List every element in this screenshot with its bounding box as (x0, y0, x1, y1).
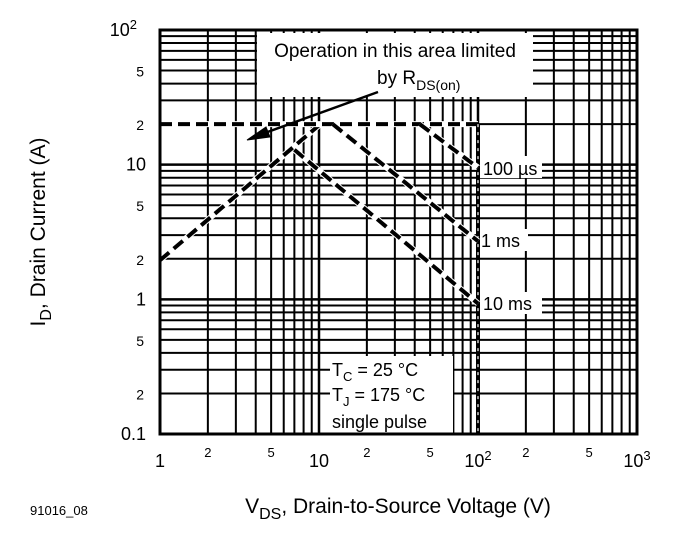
x-tick-label: 2 (204, 445, 211, 460)
y-tick-label: 0.1 (121, 424, 146, 444)
x-tick-label: 5 (586, 445, 593, 460)
arrow-icon (246, 90, 379, 141)
x-tick-label: 1 (155, 451, 165, 471)
x-tick-label: 2 (522, 445, 529, 460)
label-background (330, 356, 453, 433)
x-axis-label: VDS, Drain-to-Source Voltage (V) (245, 495, 551, 523)
x-tick-label: 5 (268, 445, 275, 460)
figure-id: 91016_08 (30, 503, 88, 518)
series-label-1ms: 1 ms (481, 231, 520, 251)
x-tick-label: 103 (623, 448, 650, 471)
x-tick-label: 2 (363, 445, 370, 460)
series-rds-on-limit-halo (158, 121, 323, 263)
y-tick-label: 1 (136, 289, 146, 309)
rds-note-line2: by RDS(on) (377, 68, 460, 93)
y-tick-label: 5 (136, 64, 144, 80)
y-tick-label: 102 (110, 17, 137, 40)
series-100us (418, 122, 480, 170)
label-background (478, 229, 528, 251)
rds-note-line1: Operation in this area limited (274, 41, 516, 62)
series-label-100us: 100 µs (483, 159, 537, 179)
label-background (480, 292, 542, 314)
y-tick-label: 10 (126, 155, 146, 175)
condition-tj: TJ = 175 °C (332, 385, 425, 409)
label-background (480, 156, 542, 178)
plot-border (158, 28, 639, 436)
y-tick-label: 2 (136, 117, 144, 133)
x-tick-label: 5 (427, 445, 434, 460)
condition-pulse: single pulse (332, 412, 427, 432)
y-axis-label: ID, Drain Current (A) (27, 138, 55, 327)
y-tick-label: 5 (136, 333, 144, 349)
series-1ms (331, 122, 480, 243)
series-lines (158, 121, 480, 434)
series-10ms (293, 148, 480, 306)
y-tick-label: 2 (136, 386, 144, 402)
x-tick-label: 102 (464, 448, 491, 471)
series-label-10ms: 10 ms (483, 294, 532, 314)
label-background (257, 33, 533, 97)
y-tick-label: 5 (136, 198, 144, 214)
label-boxes (257, 33, 542, 433)
y-tick-label: 2 (136, 252, 144, 268)
condition-tc: TC = 25 °C (332, 360, 418, 384)
x-tick-label: 10 (309, 451, 329, 471)
